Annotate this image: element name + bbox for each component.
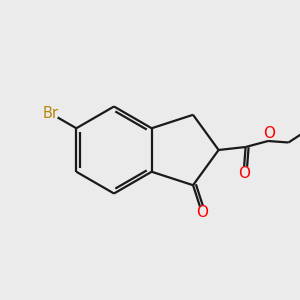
Text: O: O (263, 126, 275, 141)
Text: Br: Br (42, 106, 58, 121)
Text: O: O (196, 206, 208, 220)
Text: O: O (238, 166, 250, 181)
